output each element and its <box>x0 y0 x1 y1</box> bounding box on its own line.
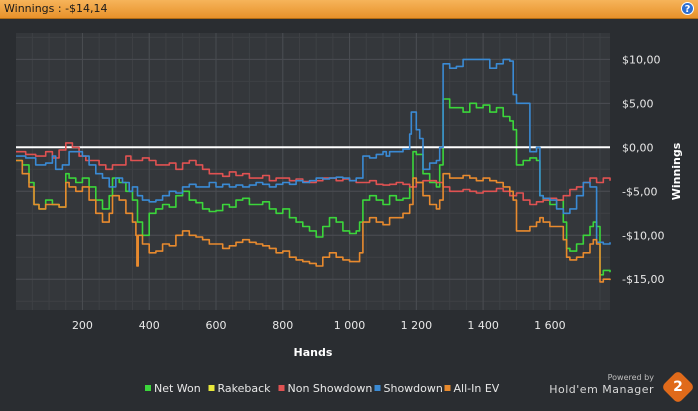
logo-text: 2 <box>673 379 683 395</box>
x-tick-label: 400 <box>139 319 160 332</box>
x-tick-label: 1 200 <box>401 319 433 332</box>
legend-label: Showdown <box>384 382 443 395</box>
powered-by-text: Powered by <box>607 373 654 382</box>
legend-swatch <box>208 385 215 391</box>
y-tick-label: $0,00 <box>622 141 654 154</box>
plot-area <box>16 33 610 310</box>
holdem-manager-logo: 2 <box>661 370 695 404</box>
winnings-title: Winnings : -$14,14 <box>4 2 108 15</box>
x-tick-label: 800 <box>272 319 293 332</box>
series-line-non-showdown <box>16 142 611 206</box>
y-tick-label: $5,00 <box>622 97 654 110</box>
y-tick-label: $10,00 <box>622 53 661 66</box>
x-tick-label: 1 400 <box>467 319 499 332</box>
series-line-showdown <box>16 58 611 245</box>
y-tick-label: -$15,00 <box>622 273 664 286</box>
legend-label: All-In EV <box>454 382 500 395</box>
legend-swatch <box>444 385 451 391</box>
legend-label: Net Won <box>154 382 201 395</box>
series-line-all-in-ev <box>16 159 611 283</box>
x-tick-label: 600 <box>206 319 227 332</box>
legend-swatch <box>374 385 381 391</box>
y-tick-label: -$10,00 <box>622 229 664 242</box>
x-tick-label: 1 000 <box>334 319 366 332</box>
x-tick-label: 1 600 <box>534 319 566 332</box>
x-tick-label: 200 <box>72 319 93 332</box>
legend-swatch <box>145 385 151 391</box>
x-axis-title: Hands <box>294 346 333 359</box>
title-bar: Winnings : -$14,14 ? <box>0 0 698 19</box>
product-name: Hold'em Manager <box>549 383 654 396</box>
legend-swatch <box>278 385 285 391</box>
y-tick-label: -$5,00 <box>622 185 657 198</box>
y-axis-title: Winnings <box>670 142 683 200</box>
legend-label: Rakeback <box>218 382 272 395</box>
legend-label: Non Showdown <box>288 382 373 395</box>
help-icon[interactable]: ? <box>681 2 694 15</box>
